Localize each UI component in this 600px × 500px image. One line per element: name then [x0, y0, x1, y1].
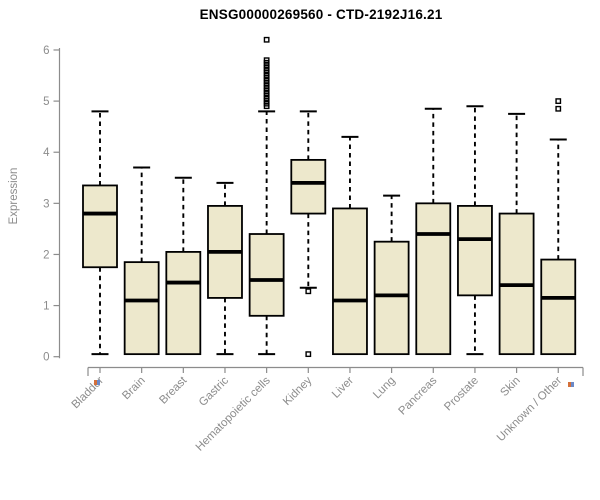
y-tick-label: 2 [43, 249, 49, 261]
outlier-point [305, 351, 312, 358]
y-tick-label: 5 [43, 96, 49, 108]
iqr-box [457, 204, 493, 297]
outlier-point [263, 36, 270, 43]
x-category-label-hematopoietic-cells: Hematopoietic cells [194, 374, 273, 453]
x-category-label-prostate: Prostate [442, 375, 481, 414]
box-skin [498, 112, 535, 356]
iqr-box [332, 207, 368, 356]
x-category-label-breast: Breast [157, 374, 190, 407]
y-tick-label: 4 [43, 147, 50, 159]
x-category-label-gastric: Gastric [197, 374, 231, 408]
box-pancreas [415, 107, 452, 356]
box-bladder [82, 110, 118, 356]
box-kidney [290, 110, 327, 358]
iqr-box [123, 261, 160, 356]
box-hematopoietic-cells [248, 36, 285, 356]
iqr-box [290, 158, 327, 215]
box-brain [123, 166, 160, 356]
iqr-box [165, 251, 202, 356]
y-tick-label: 1 [43, 301, 49, 313]
iqr-box [373, 240, 410, 356]
y-tick-label: 0 [43, 352, 49, 364]
box-liver [332, 135, 368, 356]
outlier-point [555, 98, 562, 105]
box-unknown-other [540, 98, 577, 356]
outlier-point [305, 288, 312, 295]
box-lung [373, 194, 410, 356]
iqr-box [248, 233, 285, 317]
iqr-box [82, 184, 118, 269]
x-category-label-bladder: Bladder [70, 375, 107, 412]
x-category-label-brain: Brain [120, 375, 147, 402]
x-category-label-lung: Lung [371, 375, 398, 402]
pixel-artifact [568, 382, 574, 387]
box-gastric [207, 181, 243, 356]
iqr-box [415, 202, 452, 356]
y-tick-label: 6 [43, 45, 49, 57]
x-category-label-skin: Skin [498, 375, 522, 399]
outlier-point [555, 105, 562, 112]
y-tick-label: 3 [43, 198, 49, 210]
box-prostate [457, 105, 493, 356]
outlier-point [263, 57, 270, 64]
x-category-label-liver: Liver [330, 375, 356, 401]
x-category-label-kidney: Kidney [281, 374, 315, 408]
iqr-box [540, 258, 577, 356]
chart-title: ENSG00000269560 - CTD-2192J16.21 [199, 7, 443, 22]
x-category-label-pancreas: Pancreas [397, 374, 440, 417]
pixel-artifact [94, 380, 100, 385]
box-breast [165, 176, 202, 356]
